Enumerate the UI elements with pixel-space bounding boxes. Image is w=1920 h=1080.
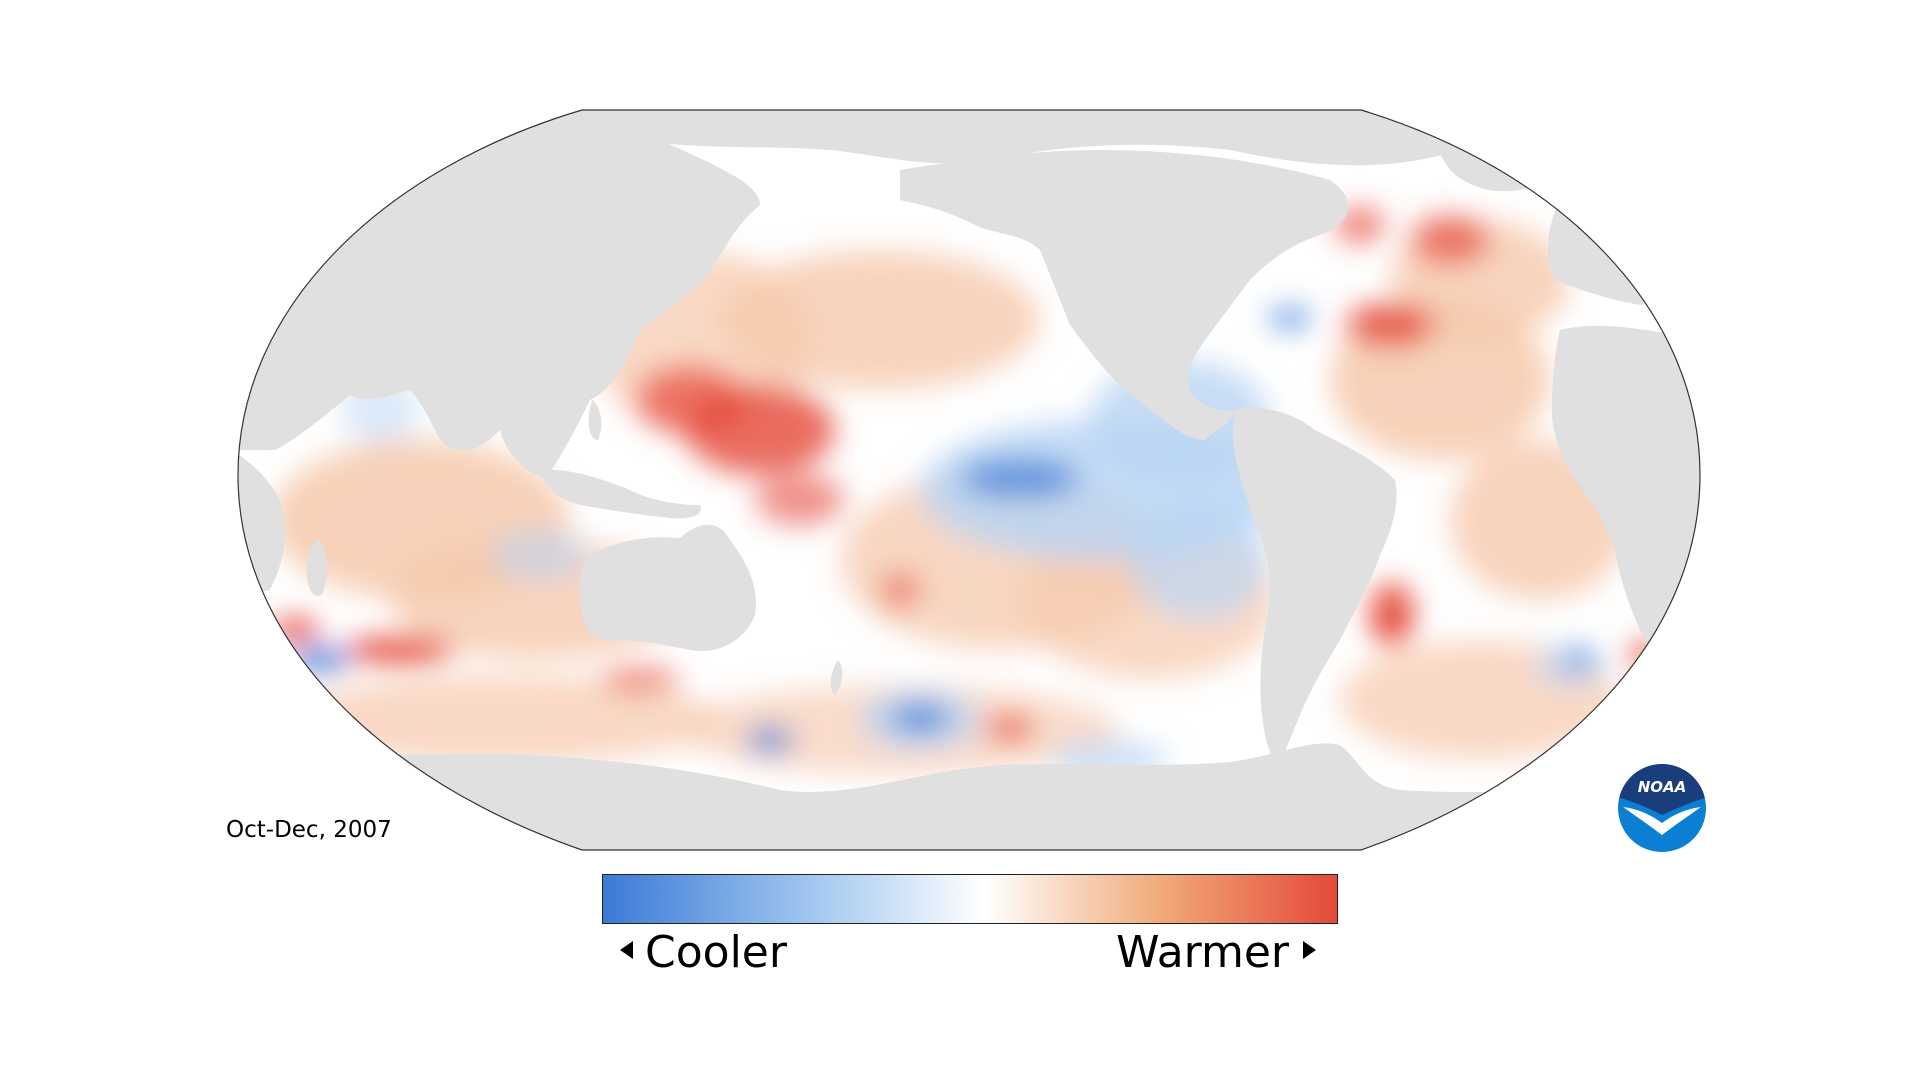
cool-anomaly-5 (490, 530, 590, 580)
legend-cooler-text: Cooler (645, 927, 787, 978)
cool-anomaly-2 (1130, 500, 1270, 620)
legend-warmer-text: Warmer (1116, 927, 1289, 978)
legend-cooler-label: Cooler (620, 926, 787, 980)
strong-warm-anomaly-1 (635, 365, 745, 435)
philippines (588, 400, 602, 440)
warm-anomaly-2 (280, 675, 720, 765)
madagascar (306, 540, 327, 596)
period-label: Oct-Dec, 2007 (226, 817, 392, 843)
arrow-left-icon (620, 941, 633, 959)
south-america-landmass (1232, 408, 1397, 765)
noaa-logo-icon: NOAA (1618, 764, 1706, 852)
strong-cool-anomaly-4 (745, 726, 795, 754)
globe-outline (237, 109, 1701, 851)
strong-warm-anomaly-3 (345, 636, 455, 664)
strong-warm-anomaly-8 (1410, 215, 1490, 265)
arrow-right-icon (1303, 941, 1316, 959)
land-masses (238, 110, 1700, 850)
warm-anomaly-4 (720, 250, 1040, 390)
legend-warmer-label: Warmer (1116, 926, 1316, 980)
strong-warm-anomaly-12 (880, 572, 920, 608)
arctic-landmass (470, 110, 1460, 166)
strong-warm-anomaly-7 (1345, 303, 1435, 347)
antarctica-landmass (238, 743, 1700, 850)
strong-cool-anomaly-2 (290, 648, 350, 672)
strong-warm-anomaly-10 (1370, 583, 1414, 647)
north-america-landmass (900, 150, 1349, 440)
strong-warm-anomaly-2 (755, 475, 845, 525)
indonesia-islands (540, 469, 701, 519)
new-zealand (830, 660, 843, 695)
strong-cool-anomaly-5 (1566, 648, 1594, 672)
noaa-logo-top (1618, 764, 1706, 815)
strong-warm-anomaly-5 (600, 668, 680, 692)
color-legend (602, 874, 1338, 924)
strong-warm-anomaly-6 (985, 716, 1035, 740)
noaa-logo-bird (1623, 807, 1701, 835)
strong-cool-anomaly-3 (1268, 308, 1312, 328)
legend-gradient-bar (603, 875, 1337, 923)
noaa-logo-text: NOAA (1638, 778, 1687, 796)
australia-landmass (579, 524, 756, 651)
africa-east-landmass (1551, 325, 1700, 644)
strong-cool-anomaly-1 (890, 704, 950, 732)
strong-cool-anomaly-0 (960, 458, 1080, 498)
strong-warm-anomaly-9 (1335, 207, 1385, 243)
